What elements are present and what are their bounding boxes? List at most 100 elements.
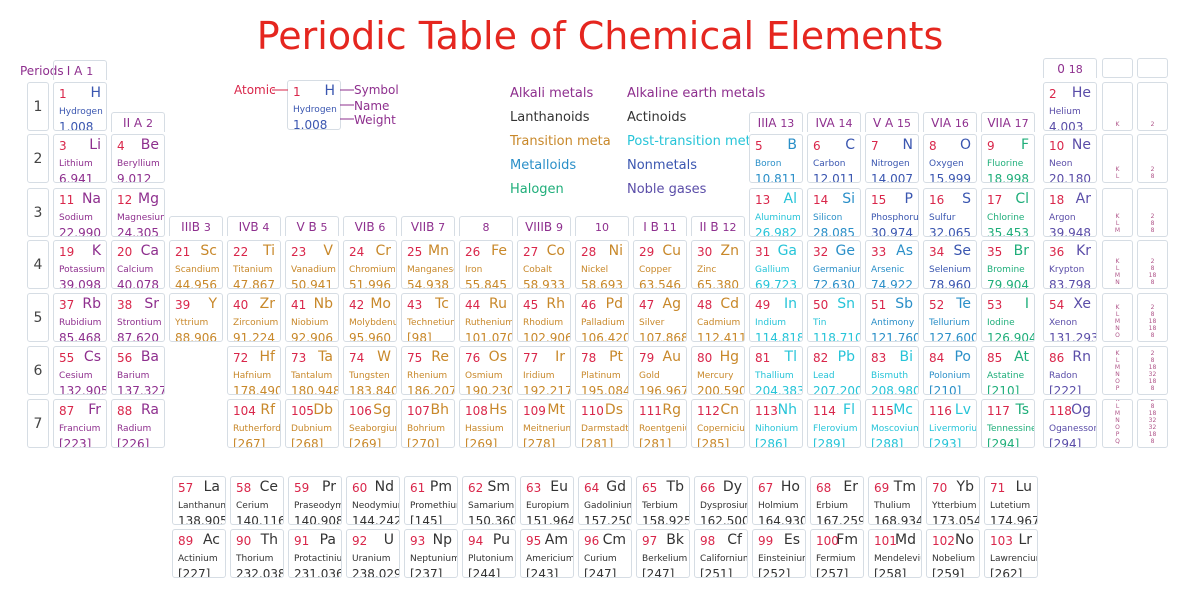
element-cell-kr[interactable]: 36 Kr Krypton 83.798	[1043, 240, 1097, 289]
element-cell-os[interactable]: 76 Os Osmium 190.230	[459, 346, 513, 395]
element-cell-hf[interactable]: 72 Hf Hafnium 178.490	[227, 346, 281, 395]
element-cell-ho[interactable]: 67 Ho Holmium 164.930	[752, 476, 806, 525]
element-cell-w[interactable]: 74 W Tungsten 183.840	[343, 346, 397, 395]
element-cell-rb[interactable]: 37 Rb Rubidium 85.468	[53, 293, 107, 342]
element-cell-rn[interactable]: 86 Rn Radon [222]	[1043, 346, 1097, 395]
element-cell-dy[interactable]: 66 Dy Dysprosium 162.500	[694, 476, 748, 525]
element-cell-nd[interactable]: 60 Nd Neodymium 144.242	[346, 476, 400, 525]
element-cell-pr[interactable]: 59 Pr Praseodymium 140.908	[288, 476, 342, 525]
element-cell-ru[interactable]: 44 Ru Ruthenium 101.070	[459, 293, 513, 342]
element-cell-th[interactable]: 90 Th Thorium 232.038	[230, 529, 284, 578]
element-cell-lr[interactable]: 103 Lr Lawrencium [262]	[984, 529, 1038, 578]
element-cell-c[interactable]: 6 C Carbon 12.011	[807, 134, 861, 183]
element-cell-ga[interactable]: 31 Ga Gallium 69.723	[749, 240, 803, 289]
element-cell-mt[interactable]: 109 Mt Meitnerium [278]	[517, 399, 571, 448]
element-cell-tl[interactable]: 81 Tl Thallium 204.383	[749, 346, 803, 395]
element-cell-cs[interactable]: 55 Cs Cesium 132.905	[53, 346, 107, 395]
element-cell-sr[interactable]: 38 Sr Strontium 87.620	[111, 293, 165, 342]
element-cell-ni[interactable]: 28 Ni Nickel 58.693	[575, 240, 629, 289]
element-cell-pd[interactable]: 46 Pd Palladium 106.420	[575, 293, 629, 342]
element-cell-mg[interactable]: 12 Mg Magnesium 24.305	[111, 188, 165, 237]
element-cell-te[interactable]: 52 Te Tellurium 127.600	[923, 293, 977, 342]
element-cell-tm[interactable]: 69 Tm Thulium 168.934	[868, 476, 922, 525]
element-cell-li[interactable]: 3 Li Lithium 6.941	[53, 134, 107, 183]
element-cell-pt[interactable]: 78 Pt Platinum 195.084	[575, 346, 629, 395]
element-cell-bh[interactable]: 107 Bh Bohrium [270]	[401, 399, 455, 448]
element-cell-na[interactable]: 11 Na Sodium 22.990	[53, 188, 107, 237]
element-cell-pb[interactable]: 82 Pb Lead 207.200	[807, 346, 861, 395]
element-cell-hs[interactable]: 108 Hs Hassium [269]	[459, 399, 513, 448]
element-cell-cd[interactable]: 48 Cd Cadmium 112.411	[691, 293, 745, 342]
element-cell-in[interactable]: 49 In Indium 114.818	[749, 293, 803, 342]
element-cell-hg[interactable]: 80 Hg Mercury 200.590	[691, 346, 745, 395]
element-cell-i[interactable]: 53 I Iodine 126.904	[981, 293, 1035, 342]
element-cell-o[interactable]: 8 O Oxygen 15.999	[923, 134, 977, 183]
element-cell-og[interactable]: 118 Og Oganesson [294]	[1043, 399, 1097, 448]
element-cell-cl[interactable]: 17 Cl Chlorine 35.453	[981, 188, 1035, 237]
element-cell-ti[interactable]: 22 Ti Titanium 47.867	[227, 240, 281, 289]
element-cell-nb[interactable]: 41 Nb Niobium 92.906	[285, 293, 339, 342]
element-cell-co[interactable]: 27 Co Cobalt 58.933	[517, 240, 571, 289]
element-cell-ce[interactable]: 58 Ce Cerium 140.116	[230, 476, 284, 525]
element-cell-n[interactable]: 7 N Nitrogen 14.007	[865, 134, 919, 183]
element-cell-la[interactable]: 57 La Lanthanum 138.905	[172, 476, 226, 525]
element-cell-xe[interactable]: 54 Xe Xenon 131.293	[1043, 293, 1097, 342]
element-cell-ne[interactable]: 10 Ne Neon 20.180	[1043, 134, 1097, 183]
element-cell-cu[interactable]: 29 Cu Copper 63.546	[633, 240, 687, 289]
element-cell-rh[interactable]: 45 Rh Rhodium 102.906	[517, 293, 571, 342]
element-cell-mc[interactable]: 115 Mc Moscovium [288]	[865, 399, 919, 448]
element-cell-pa[interactable]: 91 Pa Protactinium 231.036	[288, 529, 342, 578]
element-cell-fm[interactable]: 100 Fm Fermium [257]	[810, 529, 864, 578]
element-cell-ra[interactable]: 88 Ra Radium [226]	[111, 399, 165, 448]
element-cell-at[interactable]: 85 At Astatine [210]	[981, 346, 1035, 395]
element-cell-ts[interactable]: 117 Ts Tennessine [294]	[981, 399, 1035, 448]
element-cell-er[interactable]: 68 Er Erbium 167.259	[810, 476, 864, 525]
element-cell-h[interactable]: 1 H Hydrogen 1.008	[53, 82, 107, 131]
element-cell-f[interactable]: 9 F Fluorine 18.998	[981, 134, 1035, 183]
element-cell-ge[interactable]: 32 Ge Germanium 72.630	[807, 240, 861, 289]
element-cell-yb[interactable]: 70 Yb Ytterbium 173.054	[926, 476, 980, 525]
element-cell-mn[interactable]: 25 Mn Manganese 54.938	[401, 240, 455, 289]
element-cell-zr[interactable]: 40 Zr Zirconium 91.224	[227, 293, 281, 342]
element-cell-fl[interactable]: 114 Fl Flerovium [289]	[807, 399, 861, 448]
element-cell-eu[interactable]: 63 Eu Europium 151.964	[520, 476, 574, 525]
element-cell-am[interactable]: 95 Am Americium [243]	[520, 529, 574, 578]
element-cell-se[interactable]: 34 Se Selenium 78.960	[923, 240, 977, 289]
element-cell-cf[interactable]: 98 Cf Californium [251]	[694, 529, 748, 578]
element-cell-ac[interactable]: 89 Ac Actinium [227]	[172, 529, 226, 578]
element-cell-tc[interactable]: 43 Tc Technetium [98]	[401, 293, 455, 342]
element-cell-y[interactable]: 39 Y Yttrium 88.906	[169, 293, 223, 342]
element-cell-p[interactable]: 15 P Phosphorus 30.974	[865, 188, 919, 237]
element-cell-po[interactable]: 84 Po Polonium [210]	[923, 346, 977, 395]
element-cell-ag[interactable]: 47 Ag Silver 107.868	[633, 293, 687, 342]
element-cell-sm[interactable]: 62 Sm Samarium 150.360	[462, 476, 516, 525]
element-cell-fe[interactable]: 26 Fe Iron 55.845	[459, 240, 513, 289]
element-cell-bi[interactable]: 83 Bi Bismuth 208.980	[865, 346, 919, 395]
element-cell-sb[interactable]: 51 Sb Antimony 121.760	[865, 293, 919, 342]
element-cell-ir[interactable]: 77 Ir Iridium 192.217	[517, 346, 571, 395]
element-cell-as[interactable]: 33 As Arsenic 74.922	[865, 240, 919, 289]
element-cell-zn[interactable]: 30 Zn Zinc 65.380	[691, 240, 745, 289]
element-cell-b[interactable]: 5 B Boron 10.811	[749, 134, 803, 183]
element-cell-np[interactable]: 93 Np Neptunium [237]	[404, 529, 458, 578]
element-cell-br[interactable]: 35 Br Bromine 79.904	[981, 240, 1035, 289]
element-cell-pu[interactable]: 94 Pu Plutonium [244]	[462, 529, 516, 578]
element-cell-sc[interactable]: 21 Sc Scandium 44.956	[169, 240, 223, 289]
element-cell-ca[interactable]: 20 Ca Calcium 40.078	[111, 240, 165, 289]
element-cell-nh[interactable]: 113 Nh Nihonium [286]	[749, 399, 803, 448]
element-cell-gd[interactable]: 64 Gd Gadolinium 157.250	[578, 476, 632, 525]
element-cell-k[interactable]: 19 K Potassium 39.098	[53, 240, 107, 289]
element-cell-rf[interactable]: 104 Rf Rutherfordium [267]	[227, 399, 281, 448]
element-cell-lu[interactable]: 71 Lu Lutetium 174.967	[984, 476, 1038, 525]
element-cell-no[interactable]: 102 No Nobelium [259]	[926, 529, 980, 578]
element-cell-u[interactable]: 92 U Uranium 238.029	[346, 529, 400, 578]
element-cell-cr[interactable]: 24 Cr Chromium 51.996	[343, 240, 397, 289]
element-cell-ar[interactable]: 18 Ar Argon 39.948	[1043, 188, 1097, 237]
